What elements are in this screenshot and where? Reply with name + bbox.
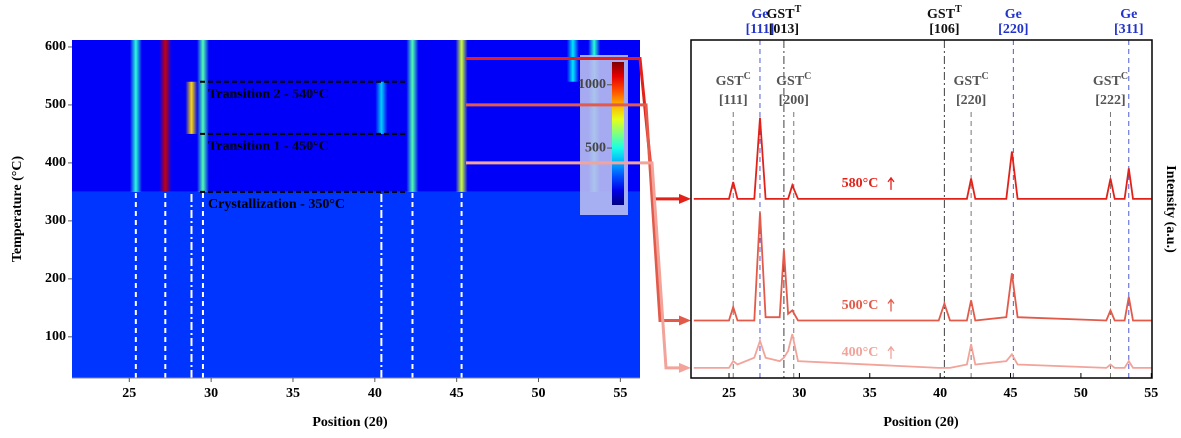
connector-arrowhead [679, 193, 691, 204]
x-tick-label: 50 [532, 386, 546, 401]
xrd-pattern [693, 212, 1152, 322]
connector-arrowhead [679, 362, 691, 373]
heatmap-streak [185, 81, 198, 134]
reference-name-text: GST [716, 74, 745, 89]
reference-name-text: Ge [1120, 7, 1137, 22]
connector [466, 103, 685, 323]
transition-label: Transition 2 - 540°C [208, 87, 329, 102]
x-tick-label: 40 [933, 386, 947, 401]
transition-label: Crystallization - 350°C [208, 197, 345, 212]
xrd-pattern [693, 117, 1152, 200]
connector [466, 161, 685, 370]
reference-name-text: Ge [1005, 7, 1022, 22]
x-tick-label: 55 [613, 386, 627, 401]
reference-superscript: C [744, 71, 751, 82]
reference-hkl: [220] [956, 93, 986, 108]
reference-hkl: [200] [779, 93, 809, 108]
reference-name: Ge [751, 7, 768, 22]
heatmap-streak [196, 40, 209, 192]
heatmap-region [72, 191, 640, 378]
x-tick-label: 30 [204, 386, 218, 401]
colorbar-tick-label: 1000 [578, 77, 606, 92]
heatmap-streak [566, 40, 579, 82]
reference-hkl: [311] [1114, 22, 1144, 37]
reference-hkl: [013] [769, 22, 799, 37]
reference-superscript: C [982, 71, 989, 82]
x-tick-label: 40 [368, 386, 382, 401]
x-tick-label: 45 [450, 386, 464, 401]
x-tick-label: 35 [863, 386, 877, 401]
reference-hkl: [222] [1095, 93, 1125, 108]
reference-name: GSTT [767, 4, 802, 22]
reference-hkl: [111] [746, 22, 775, 37]
y-axis-label: Intensity (a.u.) [1163, 165, 1178, 253]
x-tick-label: 25 [722, 386, 736, 401]
x-tick-label: 45 [1004, 386, 1018, 401]
reference-superscript: T [955, 4, 962, 15]
reference-name: Ge [1005, 7, 1022, 22]
x-tick-label: 25 [122, 386, 136, 401]
reference-superscript: T [795, 4, 802, 15]
reference-hkl: [111] [719, 93, 748, 108]
y-tick-label: 100 [45, 329, 66, 344]
heatmap-streak [455, 40, 468, 192]
y-tick-label: 500 [45, 97, 66, 112]
series-label: 400°C [842, 345, 879, 360]
series-arrow [887, 298, 895, 312]
y-tick-label: 300 [45, 213, 66, 228]
heatmap-region [72, 40, 640, 192]
x-axis-label: Position (2θ) [312, 415, 388, 430]
reference-name-text: GST [767, 7, 796, 22]
reference-name-text: GST [927, 7, 956, 22]
series-label: 580°C [842, 176, 879, 191]
x-tick-label: 35 [286, 386, 300, 401]
x-axis-label: Position (2θ) [883, 415, 959, 430]
reference-superscript: C [804, 71, 811, 82]
reference-name-text: GST [776, 74, 805, 89]
colorbar-tick-label: 500 [585, 140, 606, 155]
series-label: 500°C [842, 298, 879, 313]
x-tick-label: 55 [1144, 386, 1158, 401]
reference-name: GSTT [927, 4, 962, 22]
reference-name: Ge [1120, 7, 1137, 22]
reference-hkl: [220] [998, 22, 1028, 37]
y-axis-label: Temperature (°C) [10, 156, 25, 263]
transition-label: Transition 1 - 450°C [208, 139, 329, 154]
series-arrow [887, 345, 895, 359]
xrd-pattern [693, 333, 1152, 369]
x-tick-label: 50 [1074, 386, 1088, 401]
plot-frame [690, 39, 1153, 379]
reference-name: GSTC [776, 71, 811, 89]
x-tick-label: 30 [792, 386, 806, 401]
y-tick-label: 400 [45, 155, 66, 170]
series-arrow [887, 176, 895, 190]
reference-hkl: [106] [929, 22, 959, 37]
reference-name-text: Ge [751, 7, 768, 22]
reference-name: GSTC [716, 71, 751, 89]
heatmap-streak [159, 40, 172, 192]
heatmap-streak [406, 40, 419, 192]
y-tick-label: 600 [45, 39, 66, 54]
connector-arrowhead [679, 315, 691, 326]
heatmap-streak [129, 40, 142, 192]
reference-name-text: GST [1093, 74, 1122, 89]
reference-name-text: GST [953, 74, 982, 89]
colorbar [612, 62, 624, 205]
heatmap-streak [375, 81, 388, 134]
y-tick-label: 200 [45, 271, 66, 286]
reference-name: GSTC [953, 71, 988, 89]
reference-name: GSTC [1093, 71, 1128, 89]
reference-superscript: C [1121, 71, 1128, 82]
